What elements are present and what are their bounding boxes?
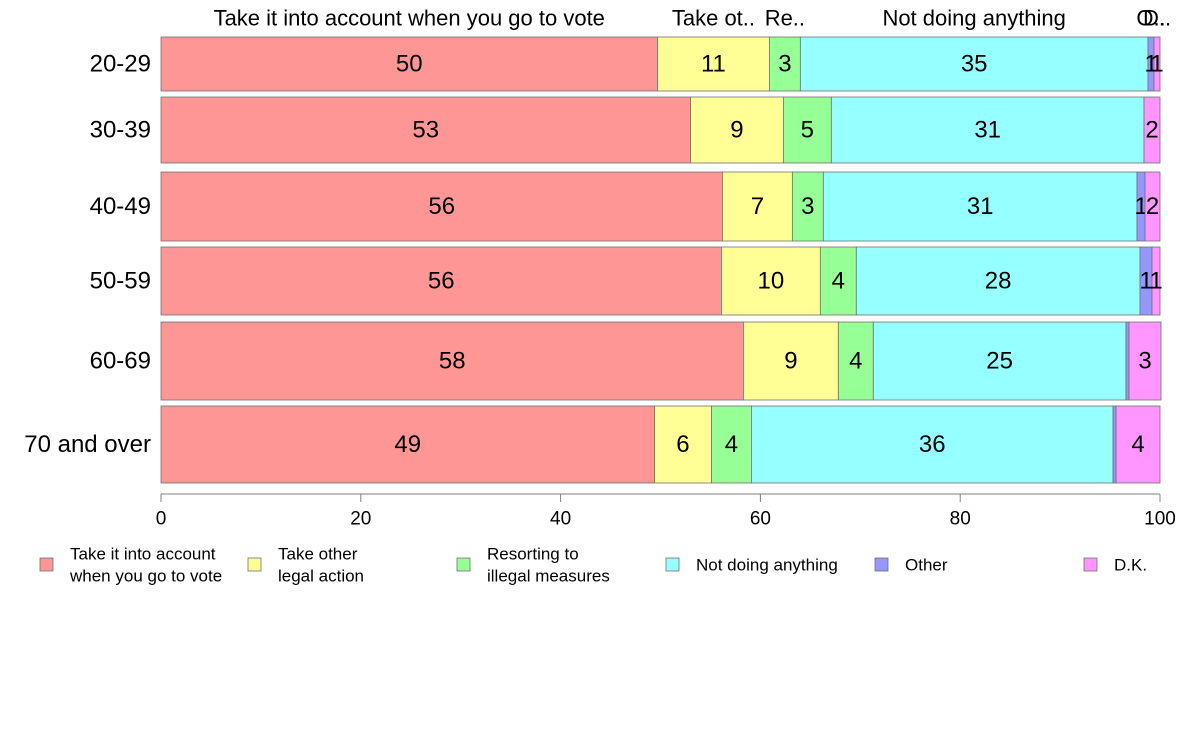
- data-label: 58: [439, 348, 466, 375]
- data-label: 2: [1146, 193, 1159, 220]
- data-label: 5: [801, 117, 814, 144]
- bar-segment: [751, 405, 1114, 484]
- legend-label: D.K.: [1114, 556, 1147, 575]
- x-tick-label: 40: [550, 509, 571, 530]
- bar-segment: [768, 36, 801, 92]
- bar-segment: [1153, 36, 1161, 92]
- bar-segment: [1115, 405, 1161, 484]
- legend-swatch: [665, 557, 680, 572]
- bar-segment: [799, 36, 1149, 92]
- bar-segment: [782, 96, 832, 164]
- legend-swatch: [247, 557, 262, 572]
- data-label: 53: [412, 117, 439, 144]
- bar-segment: [160, 405, 655, 484]
- legend-label: Resorting to: [487, 545, 579, 564]
- series-top-label: Take ot..: [672, 6, 755, 31]
- series-top-label: Take it into account when you go to vote: [214, 6, 605, 31]
- legend-swatch: [456, 557, 471, 572]
- x-tick-label: 80: [950, 509, 971, 530]
- data-label: 9: [730, 117, 743, 144]
- data-label: 4: [1131, 431, 1144, 458]
- data-label: 28: [985, 268, 1012, 295]
- bar-segment: [160, 171, 723, 242]
- bar-segment: [690, 96, 784, 164]
- legend-label: Take other: [278, 545, 358, 564]
- data-label: 1: [1134, 193, 1147, 220]
- bar-segment: [160, 321, 744, 401]
- data-label: 50: [396, 51, 423, 78]
- series-top-label: D..: [1143, 6, 1171, 31]
- bar-segment: [1128, 321, 1162, 401]
- data-label: 2: [1145, 117, 1158, 144]
- bar-segment: [1143, 96, 1161, 164]
- data-label: 7: [751, 193, 764, 220]
- bar-segment: [721, 246, 821, 316]
- data-label: 3: [1138, 348, 1151, 375]
- legend-swatch: [874, 557, 889, 572]
- bar-segment: [1144, 171, 1161, 242]
- category-label: 70 and over: [24, 431, 151, 458]
- category-label: 60-69: [90, 348, 151, 375]
- data-label: 1: [1139, 268, 1152, 295]
- bar-segment: [1151, 246, 1161, 316]
- legend-swatch: [39, 557, 54, 572]
- x-tick-label: 0: [156, 509, 167, 530]
- data-label: 56: [428, 268, 455, 295]
- bar-segment: [1125, 321, 1130, 401]
- bar-segment: [654, 405, 712, 484]
- legend-swatch: [1083, 557, 1098, 572]
- data-label: 1: [1149, 268, 1162, 295]
- bar-segment: [1112, 405, 1117, 484]
- category-label: 40-49: [90, 193, 151, 220]
- bar-segment: [160, 246, 722, 316]
- bar-segment: [872, 321, 1127, 401]
- series-top-label: Not doing anything: [882, 6, 1065, 31]
- bar-segment: [657, 36, 770, 92]
- data-label: 10: [758, 268, 785, 295]
- data-label: 36: [919, 431, 946, 458]
- x-tick-label: 60: [750, 509, 771, 530]
- bar-segment: [819, 246, 857, 316]
- legend-label: Other: [905, 556, 948, 575]
- x-tick-label: 20: [350, 509, 371, 530]
- series-top-label: O..: [1136, 6, 1165, 31]
- data-label: 11: [701, 51, 726, 78]
- series-top-label: Re..: [765, 6, 805, 31]
- data-label: 6: [676, 431, 689, 458]
- category-label: 30-39: [90, 117, 151, 144]
- x-tick-label: 100: [1144, 509, 1176, 530]
- data-label: 49: [394, 431, 421, 458]
- data-label: 35: [961, 51, 988, 78]
- bar-segment: [160, 96, 691, 164]
- bar-segment: [822, 171, 1138, 242]
- bar-segment: [837, 321, 874, 401]
- category-label: 20-29: [90, 51, 151, 78]
- data-label: 25: [986, 348, 1013, 375]
- data-label: 4: [725, 431, 738, 458]
- data-label: 3: [778, 51, 791, 78]
- legend-label: legal action: [278, 567, 364, 586]
- data-label: 4: [832, 268, 845, 295]
- bar-segment: [791, 171, 824, 242]
- category-label: 50-59: [90, 268, 151, 295]
- bar-segment: [743, 321, 839, 401]
- legend-label: Take it into account: [70, 545, 216, 564]
- data-label: 4: [849, 348, 862, 375]
- bar-segment: [855, 246, 1141, 316]
- data-label: 1: [1150, 51, 1163, 78]
- data-label: 9: [784, 348, 797, 375]
- legend-label: illegal measures: [487, 567, 610, 586]
- bar-segment: [160, 36, 658, 92]
- data-label: 31: [974, 117, 1001, 144]
- data-label: 56: [428, 193, 455, 220]
- data-label: 31: [967, 193, 994, 220]
- data-label: 3: [801, 193, 814, 220]
- legend-label: when you go to vote: [69, 567, 222, 586]
- legend-label: Not doing anything: [696, 556, 838, 575]
